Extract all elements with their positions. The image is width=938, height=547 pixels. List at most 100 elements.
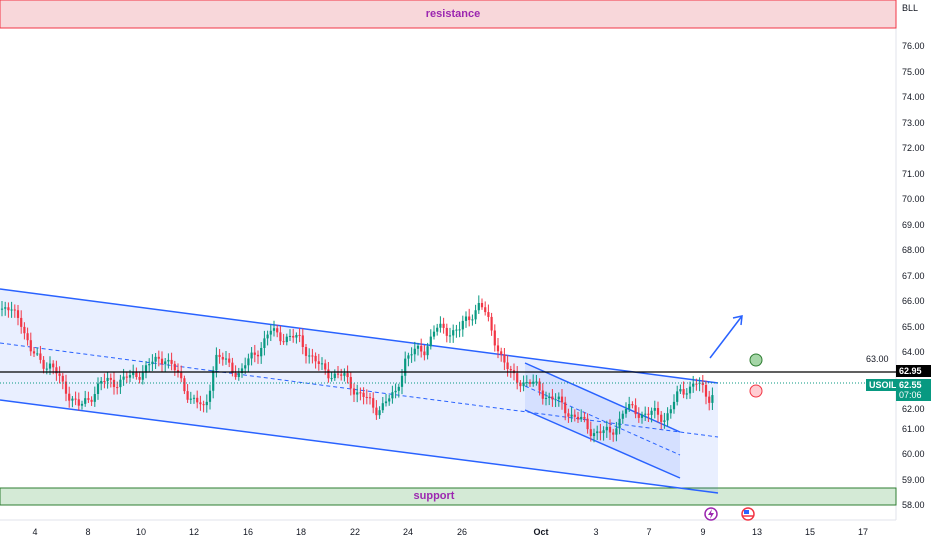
channel-upper[interactable] bbox=[0, 288, 719, 384]
candle-body bbox=[365, 396, 368, 398]
candle-body bbox=[647, 413, 650, 415]
candle-body bbox=[464, 316, 468, 321]
candle-body bbox=[87, 398, 90, 400]
candle-body bbox=[288, 335, 292, 337]
candle-body bbox=[224, 358, 228, 360]
support-zone[interactable] bbox=[0, 487, 897, 506]
candle-body bbox=[608, 426, 612, 433]
candle-body bbox=[340, 374, 343, 376]
candle-body bbox=[666, 413, 669, 421]
candle-body bbox=[100, 380, 103, 384]
candle-body bbox=[548, 396, 551, 398]
candle-body bbox=[484, 307, 487, 313]
small-channel-upper[interactable] bbox=[524, 362, 681, 433]
time-tick: Oct bbox=[533, 527, 549, 537]
candle-body bbox=[532, 381, 535, 384]
candle-body bbox=[10, 309, 13, 311]
time-tick: 18 bbox=[295, 527, 307, 537]
time-tick: 10 bbox=[135, 527, 147, 537]
candle-body bbox=[333, 373, 336, 379]
small-channel-mid[interactable] bbox=[524, 385, 681, 456]
candle-body bbox=[640, 414, 644, 418]
candle-body bbox=[695, 383, 698, 385]
price-tick: 75.00 bbox=[902, 66, 925, 77]
candle-body bbox=[378, 410, 381, 416]
candle-body bbox=[455, 329, 458, 331]
candle-body bbox=[477, 303, 480, 311]
candle-body bbox=[458, 329, 461, 331]
candle-body bbox=[148, 364, 151, 366]
candle-body bbox=[448, 335, 452, 337]
candle-body bbox=[708, 396, 711, 403]
candle-body bbox=[576, 416, 580, 420]
candle-body bbox=[567, 413, 570, 417]
price-tick: 73.00 bbox=[902, 117, 925, 128]
target-circle-green[interactable] bbox=[749, 353, 763, 367]
candle-body bbox=[266, 334, 269, 339]
candle-body bbox=[538, 381, 541, 391]
candle-body bbox=[151, 361, 154, 365]
candle-body bbox=[663, 420, 666, 422]
candle-body bbox=[436, 327, 439, 332]
candle-body bbox=[0, 308, 4, 310]
candle-body bbox=[250, 352, 253, 359]
price-tick: 60.00 bbox=[902, 449, 925, 459]
candle-body bbox=[164, 361, 167, 365]
candle-body bbox=[157, 356, 160, 359]
candle-body bbox=[272, 328, 276, 331]
candle-body bbox=[212, 370, 215, 391]
candle-body bbox=[311, 355, 314, 357]
candle-body bbox=[487, 312, 490, 317]
stop-circle-red[interactable] bbox=[749, 384, 763, 398]
candle-body bbox=[410, 354, 413, 356]
arrow-up-icon[interactable] bbox=[709, 315, 743, 359]
time-tick: 13 bbox=[751, 527, 763, 537]
candle-body bbox=[125, 376, 128, 378]
candle-body bbox=[292, 335, 295, 338]
candle-body bbox=[375, 407, 378, 416]
candle-body bbox=[189, 398, 192, 400]
candle-body bbox=[349, 377, 352, 389]
candle-body bbox=[55, 367, 58, 374]
last-price-tag: 62.55 07:06 bbox=[896, 379, 931, 401]
channel-lower[interactable] bbox=[0, 399, 719, 494]
candle-body bbox=[103, 380, 106, 382]
time-tick: 26 bbox=[456, 527, 468, 537]
candle-body bbox=[285, 336, 288, 343]
candle-body bbox=[106, 377, 109, 382]
candle-body bbox=[656, 408, 660, 415]
candle-body bbox=[221, 356, 224, 360]
price-tick: 58.00 bbox=[902, 500, 925, 510]
resistance-zone[interactable] bbox=[0, 0, 897, 29]
candle-body bbox=[80, 403, 84, 406]
candle-body bbox=[404, 358, 407, 376]
candle-body bbox=[615, 428, 618, 435]
small-channel-lower[interactable] bbox=[524, 409, 681, 479]
candle-body bbox=[541, 390, 544, 399]
candle-body bbox=[516, 373, 519, 383]
candle-body bbox=[551, 396, 554, 400]
candle-body bbox=[557, 396, 560, 400]
candle-body bbox=[468, 316, 471, 321]
candle-body bbox=[16, 310, 20, 318]
candle-body bbox=[650, 410, 653, 415]
price-tick: 63.00 bbox=[866, 354, 889, 364]
candle-body bbox=[544, 397, 548, 399]
candle-body bbox=[599, 431, 602, 434]
candle-body bbox=[276, 328, 279, 333]
candle-body bbox=[480, 303, 484, 308]
channel-mid[interactable] bbox=[0, 342, 719, 438]
candle-body bbox=[282, 341, 285, 343]
candle-body bbox=[490, 316, 493, 331]
candle-body bbox=[314, 355, 317, 362]
symbol-tag: USOIL bbox=[866, 379, 900, 391]
candle-body bbox=[298, 334, 301, 336]
candle-body bbox=[388, 398, 391, 402]
candle-body bbox=[432, 331, 436, 337]
candle-body bbox=[231, 362, 234, 373]
candle-body bbox=[228, 358, 231, 363]
price-tick: 70.00 bbox=[902, 194, 925, 204]
bar-countdown: 07:06 bbox=[899, 390, 922, 400]
candle-body bbox=[416, 345, 420, 349]
